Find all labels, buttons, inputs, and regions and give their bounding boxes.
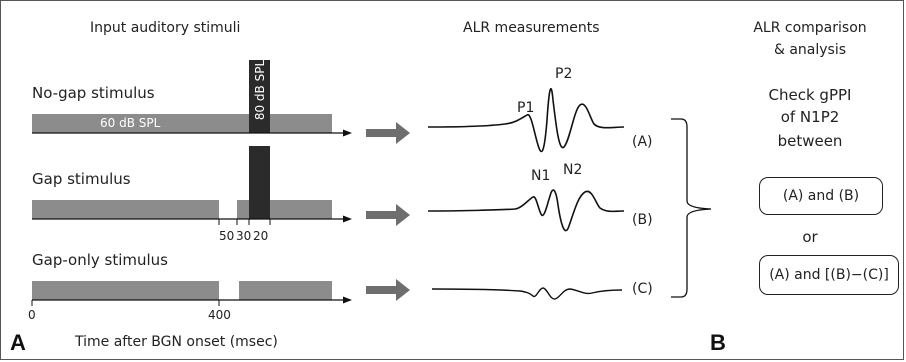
gap-only-bgn-bar-2 xyxy=(239,281,332,300)
gap-tick-label-30: 30 xyxy=(236,229,252,243)
peak-label-p1: P1 xyxy=(517,100,535,116)
wave-label-c: (C) xyxy=(632,281,653,297)
wave-label-b: (B) xyxy=(632,212,653,228)
alr-measurements-header: ALR measurements xyxy=(463,20,600,36)
check-gppi-line3: between xyxy=(777,132,843,150)
panel-label-a: A xyxy=(10,330,26,355)
gap-tick-label-20: 20 xyxy=(253,229,269,243)
no-gap-stimulus-label: No-gap stimulus xyxy=(32,84,155,102)
waveform-a xyxy=(427,87,625,153)
peak-label-n1: N1 xyxy=(531,168,551,184)
option-a-and-b-minus-c-text: (A) and [(B)−(C)] xyxy=(769,267,889,283)
time-tick-label-0: 0 xyxy=(28,308,36,322)
check-gppi-line1: Check gPPI xyxy=(768,86,852,104)
no-gap-bgn-bar xyxy=(32,114,332,133)
comparison-header-line2: & analysis xyxy=(773,42,847,58)
block-arrow-c xyxy=(366,279,410,301)
gap-stimulus-label: Gap stimulus xyxy=(32,170,131,188)
no-gap-axis-arrowhead xyxy=(343,129,352,137)
gap-pulse xyxy=(249,146,270,219)
block-arrow-a xyxy=(366,122,410,144)
time-axis-label: Time after BGN onset (msec) xyxy=(75,334,278,350)
panel-label-b: B xyxy=(710,330,726,355)
gap-only-stimulus-label: Gap-only stimulus xyxy=(32,251,168,269)
wave-label-a: (A) xyxy=(632,134,653,150)
option-a-and-b-box: (A) and (B) xyxy=(759,177,883,215)
option-a-and-b-minus-c-box: (A) and [(B)−(C)] xyxy=(759,255,899,295)
pulse-level-label: 80 dB SPL xyxy=(253,59,267,121)
input-stimuli-header: Input auditory stimuli xyxy=(90,20,241,36)
gap-axis-arrowhead xyxy=(343,215,352,223)
no-gap-pulse xyxy=(249,60,270,133)
comparison-header-line1: ALR comparison xyxy=(753,20,867,36)
waveform-b xyxy=(427,189,625,232)
time-tick-label-400: 400 xyxy=(208,308,231,322)
block-arrow-b xyxy=(366,204,410,226)
waveform-c xyxy=(431,287,623,300)
check-gppi-line2: of N1P2 xyxy=(780,108,840,126)
bracket xyxy=(671,118,712,298)
or-label: or xyxy=(802,228,818,246)
peak-label-n2: N2 xyxy=(563,162,583,178)
gap-only-axis-arrowhead xyxy=(343,296,352,304)
peak-label-p2: P2 xyxy=(555,66,573,82)
option-a-and-b-text: (A) and (B) xyxy=(782,188,860,204)
gap-tick-label-50: 50 xyxy=(219,229,235,243)
gap-only-bgn-bar-1 xyxy=(32,281,219,300)
bgn-level-label: 60 dB SPL xyxy=(100,116,161,130)
gap-bgn-bar-1 xyxy=(32,200,219,219)
